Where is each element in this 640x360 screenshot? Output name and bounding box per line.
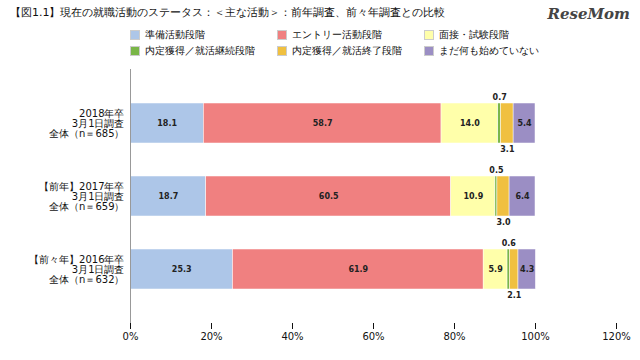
svg-text:0.5: 0.5 — [489, 166, 504, 175]
svg-text:18.7: 18.7 — [158, 192, 178, 201]
svg-text:18.1: 18.1 — [157, 119, 177, 128]
svg-text:2018年卒3月1日調査全体（n＝685）: 2018年卒3月1日調査全体（n＝685） — [49, 108, 124, 139]
svg-text:0.7: 0.7 — [493, 93, 507, 102]
html-text:面接・試験段階: 面接・試験段階 — [439, 29, 509, 40]
html-text:内定獲得／就活終了段階: 内定獲得／就活終了段階 — [292, 45, 402, 56]
html-text:まだ何も始めていない: まだ何も始めていない — [439, 45, 539, 56]
svg-text:61.9: 61.9 — [348, 265, 368, 274]
svg-text:5.4: 5.4 — [517, 119, 532, 128]
svg-text:4.3: 4.3 — [520, 265, 534, 274]
html-text:エントリー活動段階: エントリー活動段階 — [292, 29, 382, 40]
svg-text:10.9: 10.9 — [463, 192, 483, 201]
svg-text:20%: 20% — [200, 331, 222, 342]
html-text:【図1.1】現在の就職活動のステータス：＜主な活動＞：前年調: 【図1.1】現在の就職活動のステータス：＜主な活動＞：前年調査、前々年調査との比… — [10, 6, 446, 19]
svg-text:40%: 40% — [281, 331, 303, 342]
svg-text:120%: 120% — [602, 331, 631, 342]
svg-text:6.4: 6.4 — [515, 192, 530, 201]
svg-text:0.6: 0.6 — [502, 239, 517, 248]
svg-text:60.5: 60.5 — [319, 192, 339, 201]
svg-text:3.1: 3.1 — [500, 145, 515, 154]
svg-text:0%: 0% — [123, 331, 139, 342]
svg-text:14.0: 14.0 — [460, 119, 480, 128]
svg-text:60%: 60% — [362, 331, 384, 342]
svg-text:100%: 100% — [521, 331, 550, 342]
html-text:内定獲得／就活継続段階: 内定獲得／就活継続段階 — [145, 45, 255, 56]
svg-text:3.0: 3.0 — [496, 218, 511, 227]
svg-text:5.9: 5.9 — [489, 265, 504, 274]
svg-text:2.1: 2.1 — [507, 291, 522, 300]
html-text:ReseMom: ReseMom — [547, 5, 630, 23]
svg-text:【前年】2017年卒3月1日調査全体（n＝659）: 【前年】2017年卒3月1日調査全体（n＝659） — [39, 181, 124, 212]
svg-text:58.7: 58.7 — [313, 119, 333, 128]
html-text:準備活動段階: 準備活動段階 — [145, 29, 205, 40]
svg-text:25.3: 25.3 — [172, 265, 192, 274]
svg-text:【前々年】2016年卒3月1日調査全体（n＝632）: 【前々年】2016年卒3月1日調査全体（n＝632） — [29, 254, 124, 285]
svg-text:80%: 80% — [443, 331, 465, 342]
